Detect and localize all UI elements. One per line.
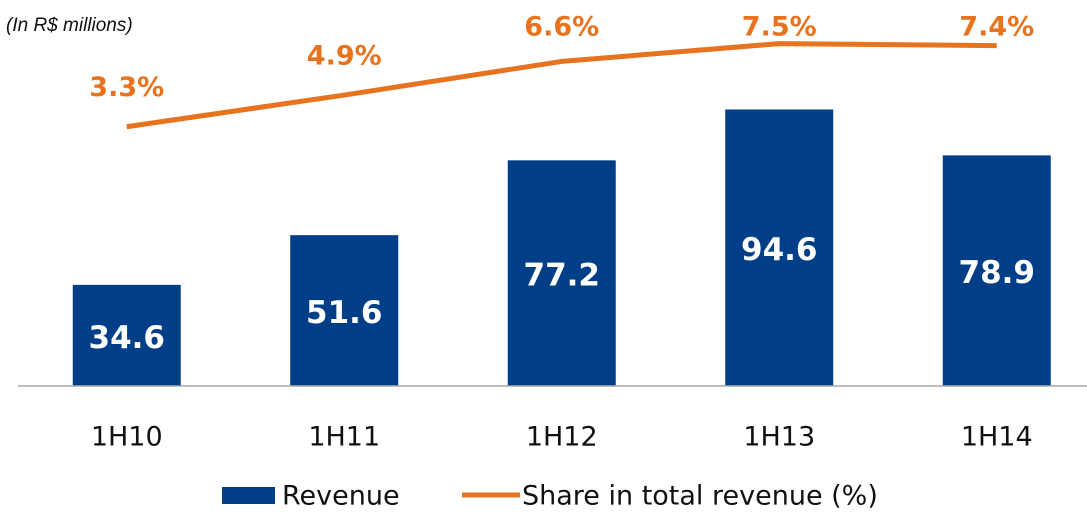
x-tick-label: 1H14	[961, 422, 1033, 453]
legend-label: Share in total revenue (%)	[522, 481, 878, 512]
x-tick-label: 1H13	[743, 422, 815, 453]
x-tick-label: 1H12	[526, 422, 598, 453]
bar	[725, 109, 834, 386]
bar	[942, 155, 1051, 386]
bar-label: 78.9	[959, 255, 1036, 291]
bar-label: 51.6	[306, 295, 383, 331]
line-label: 4.9%	[307, 41, 382, 72]
x-tick-label: 1H11	[308, 422, 380, 453]
bar	[72, 284, 181, 386]
bar	[290, 235, 399, 386]
bar-label: 77.2	[524, 258, 601, 294]
line-label: 6.6%	[524, 12, 599, 43]
bar-label: 94.6	[741, 232, 818, 268]
x-tick-label: 1H10	[91, 422, 163, 453]
line-label: 3.3%	[89, 72, 164, 103]
bar	[507, 160, 616, 386]
bar-label: 34.6	[89, 320, 166, 356]
line	[126, 41, 997, 130]
legend-label: Revenue	[282, 481, 400, 512]
line-label: 7.4%	[959, 12, 1034, 43]
line-label: 7.5%	[742, 12, 817, 43]
chart-subtitle: (In R$ millions)	[6, 15, 133, 36]
legend-swatch	[222, 487, 275, 504]
